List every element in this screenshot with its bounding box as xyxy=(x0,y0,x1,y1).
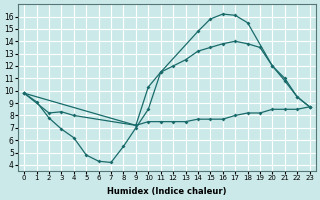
X-axis label: Humidex (Indice chaleur): Humidex (Indice chaleur) xyxy=(107,187,227,196)
